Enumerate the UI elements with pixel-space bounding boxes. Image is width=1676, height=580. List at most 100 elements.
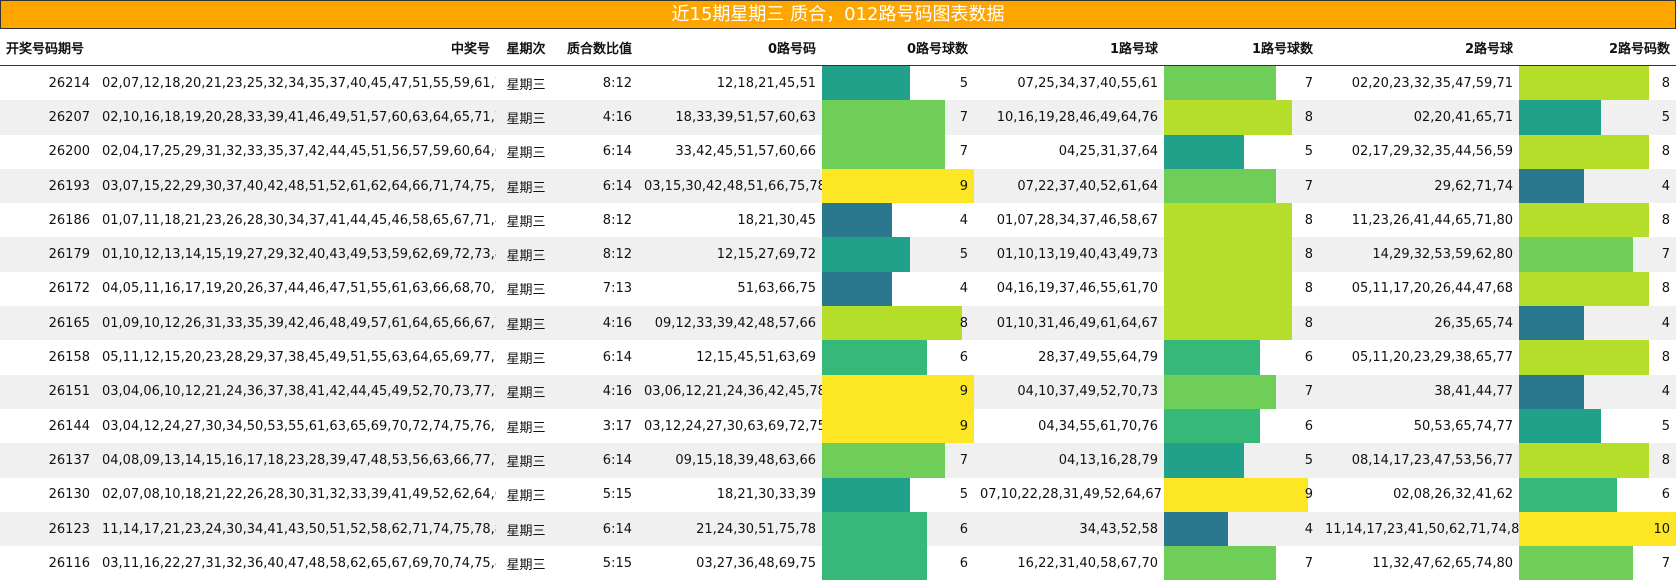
route0-count-bar xyxy=(822,409,974,443)
route1-count-value: 8 xyxy=(1305,272,1313,306)
header-route1-numbers: 1路号球 xyxy=(974,29,1164,66)
route0-count-cell: 5 xyxy=(822,237,974,271)
chart-title: 近15期星期三 质合，012路号码图表数据 xyxy=(0,0,1676,29)
route1-count-cell: 7 xyxy=(1164,66,1319,101)
route2-count-value: 7 xyxy=(1662,237,1670,271)
route2-numbers-cell: 02,17,29,32,35,44,56,59 xyxy=(1319,135,1519,169)
route0-count-value: 4 xyxy=(960,203,968,237)
route2-numbers-cell: 14,29,32,53,59,62,80 xyxy=(1319,237,1519,271)
route2-count-bar xyxy=(1519,443,1649,477)
data-table: 开奖号码期号 中奖号 星期次 质合数比值 0路号码 0路号球数 1路号球 1路号… xyxy=(0,29,1676,580)
route1-count-bar xyxy=(1164,546,1276,580)
route0-numbers-cell: 18,21,30,45 xyxy=(638,203,822,237)
route0-count-cell: 7 xyxy=(822,100,974,134)
winning-numbers-cell: 01,07,11,18,21,23,26,28,30,34,37,41,44,4… xyxy=(96,203,496,237)
period-cell: 26144 xyxy=(0,409,96,443)
period-cell: 26151 xyxy=(0,375,96,409)
route0-count-value: 9 xyxy=(960,375,968,409)
route0-count-bar xyxy=(822,169,974,203)
winning-numbers-cell: 03,04,12,24,27,30,34,50,53,55,61,63,65,6… xyxy=(96,409,496,443)
route0-count-value: 5 xyxy=(960,66,968,100)
route0-count-bar xyxy=(822,237,910,271)
route0-numbers-cell: 12,15,27,69,72 xyxy=(638,237,822,271)
route0-count-cell: 6 xyxy=(822,512,974,546)
route2-count-bar xyxy=(1519,546,1633,580)
period-cell: 26123 xyxy=(0,512,96,546)
route0-count-cell: 5 xyxy=(822,66,974,101)
route2-count-cell: 4 xyxy=(1519,375,1676,409)
route1-count-cell: 8 xyxy=(1164,100,1319,134)
route0-count-value: 6 xyxy=(960,546,968,580)
ratio-cell: 8:12 xyxy=(556,237,638,271)
route0-count-cell: 4 xyxy=(822,203,974,237)
route0-count-bar xyxy=(822,443,945,477)
route1-count-cell: 5 xyxy=(1164,443,1319,477)
route2-count-value: 10 xyxy=(1653,512,1670,546)
ratio-cell: 6:14 xyxy=(556,512,638,546)
route1-count-bar xyxy=(1164,66,1276,100)
period-cell: 26172 xyxy=(0,272,96,306)
winning-numbers-cell: 02,07,08,10,18,21,22,26,28,30,31,32,33,3… xyxy=(96,478,496,512)
winning-numbers-cell: 02,07,12,18,20,21,23,25,32,34,35,37,40,4… xyxy=(96,66,496,101)
route2-count-cell: 6 xyxy=(1519,478,1676,512)
route0-count-cell: 6 xyxy=(822,340,974,374)
route0-count-bar xyxy=(822,203,892,237)
route1-count-value: 6 xyxy=(1305,409,1313,443)
route2-numbers-cell: 11,32,47,62,65,74,80 xyxy=(1319,546,1519,580)
route2-numbers-cell: 05,11,20,23,29,38,65,77 xyxy=(1319,340,1519,374)
period-cell: 26193 xyxy=(0,169,96,203)
route1-count-value: 5 xyxy=(1305,135,1313,169)
route2-count-bar xyxy=(1519,272,1649,306)
route2-count-value: 7 xyxy=(1662,546,1670,580)
route1-count-bar xyxy=(1164,443,1244,477)
route1-count-bar xyxy=(1164,203,1292,237)
winning-numbers-cell: 05,11,12,15,20,23,28,29,37,38,45,49,51,5… xyxy=(96,340,496,374)
route0-count-cell: 5 xyxy=(822,478,974,512)
route1-numbers-cell: 07,25,34,37,40,55,61 xyxy=(974,66,1164,101)
route1-numbers-cell: 04,16,19,37,46,55,61,70 xyxy=(974,272,1164,306)
header-ratio: 质合数比值 xyxy=(556,29,638,66)
route2-count-value: 8 xyxy=(1662,135,1670,169)
route2-count-value: 4 xyxy=(1662,306,1670,340)
ratio-cell: 7:13 xyxy=(556,272,638,306)
winning-numbers-cell: 03,04,06,10,12,21,24,36,37,38,41,42,44,4… xyxy=(96,375,496,409)
route1-count-bar xyxy=(1164,409,1260,443)
route0-count-cell: 6 xyxy=(822,546,974,580)
route1-count-bar xyxy=(1164,375,1276,409)
ratio-cell: 6:14 xyxy=(556,340,638,374)
weekday-cell: 星期三 xyxy=(496,272,556,306)
route0-count-bar xyxy=(822,512,927,546)
period-cell: 26165 xyxy=(0,306,96,340)
weekday-cell: 星期三 xyxy=(496,443,556,477)
route2-count-bar xyxy=(1519,340,1649,374)
route1-count-bar xyxy=(1164,237,1292,271)
weekday-cell: 星期三 xyxy=(496,135,556,169)
period-cell: 26116 xyxy=(0,546,96,580)
route0-count-value: 9 xyxy=(960,169,968,203)
route2-count-cell: 10 xyxy=(1519,512,1676,546)
weekday-cell: 星期三 xyxy=(496,306,556,340)
route1-numbers-cell: 04,13,16,28,79 xyxy=(974,443,1164,477)
winning-numbers-cell: 01,10,12,13,14,15,19,27,29,32,40,43,49,5… xyxy=(96,237,496,271)
route0-count-bar xyxy=(822,340,927,374)
route1-count-value: 8 xyxy=(1305,100,1313,134)
route1-count-cell: 9 xyxy=(1164,478,1319,512)
weekday-cell: 星期三 xyxy=(496,237,556,271)
route2-count-cell: 4 xyxy=(1519,306,1676,340)
winning-numbers-cell: 11,14,17,21,23,24,30,34,41,43,50,51,52,5… xyxy=(96,512,496,546)
weekday-cell: 星期三 xyxy=(496,203,556,237)
header-period: 开奖号码期号 xyxy=(0,29,96,66)
route2-count-bar xyxy=(1519,512,1676,546)
period-cell: 26207 xyxy=(0,100,96,134)
route1-count-cell: 7 xyxy=(1164,375,1319,409)
header-route0-count: 0路号球数 xyxy=(822,29,974,66)
route2-count-value: 4 xyxy=(1662,169,1670,203)
header-row: 开奖号码期号 中奖号 星期次 质合数比值 0路号码 0路号球数 1路号球 1路号… xyxy=(0,29,1676,66)
route1-count-bar xyxy=(1164,306,1292,340)
